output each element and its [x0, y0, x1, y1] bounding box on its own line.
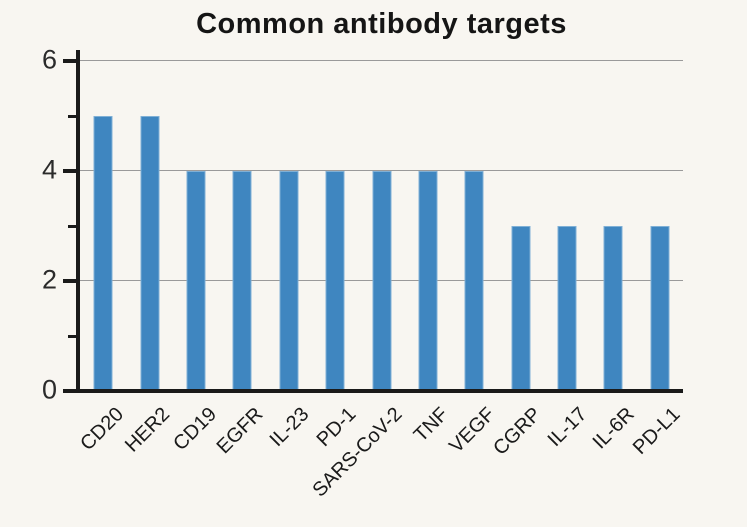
bar-HER2 [140, 116, 160, 391]
chart-title: Common antibody targets [196, 8, 567, 40]
bar-CD19 [186, 171, 206, 391]
y-major-tick-0 [63, 389, 76, 393]
bar-TNF [418, 171, 438, 391]
bar-PD-1 [325, 171, 345, 391]
x-axis-line [63, 389, 683, 393]
bar-IL-23 [279, 171, 299, 391]
y-major-tick-6 [63, 59, 76, 63]
x-tick-label-PD-L1: PD-L1 [628, 403, 685, 459]
y-major-tick-2 [63, 279, 76, 283]
x-tick-label-CGRP: CGRP [489, 403, 546, 460]
bar-VEGF [464, 171, 484, 391]
bar-EGFR [232, 171, 252, 391]
x-tick-label-EGFR: EGFR [212, 403, 268, 459]
y-major-tick-4 [63, 169, 76, 173]
y-minor-tick-5 [68, 115, 76, 118]
y-minor-tick-3 [68, 225, 76, 228]
x-tick-label-VEGF: VEGF [445, 403, 500, 458]
x-tick-label-CD20: CD20 [76, 403, 129, 456]
bar-IL-17 [557, 226, 577, 391]
bar-IL-6R [603, 226, 623, 391]
y-tick-label-0: 0 [41, 374, 57, 405]
gridline-y6 [80, 60, 683, 61]
y-tick-label-4: 4 [41, 154, 57, 185]
bar-SARS-CoV-2 [372, 171, 391, 391]
x-tick-label-IL-17: IL-17 [544, 403, 592, 452]
y-tick-label-2: 2 [41, 264, 57, 295]
x-tick-label-HER2: HER2 [121, 403, 175, 457]
y-axis-line [76, 50, 80, 393]
bar-PD-L1 [650, 226, 670, 391]
bar-CD20 [93, 116, 113, 391]
x-tick-label-CD19: CD19 [169, 403, 221, 456]
bar-CGRP [511, 226, 531, 391]
x-tick-label-IL-23: IL-23 [265, 403, 314, 452]
gridline-y4 [80, 170, 683, 171]
y-minor-tick-1 [68, 335, 76, 338]
y-tick-label-6: 6 [41, 44, 57, 75]
